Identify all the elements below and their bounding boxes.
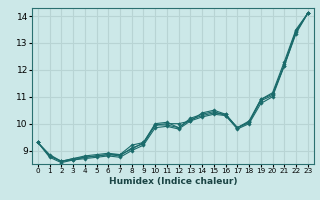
- X-axis label: Humidex (Indice chaleur): Humidex (Indice chaleur): [108, 177, 237, 186]
